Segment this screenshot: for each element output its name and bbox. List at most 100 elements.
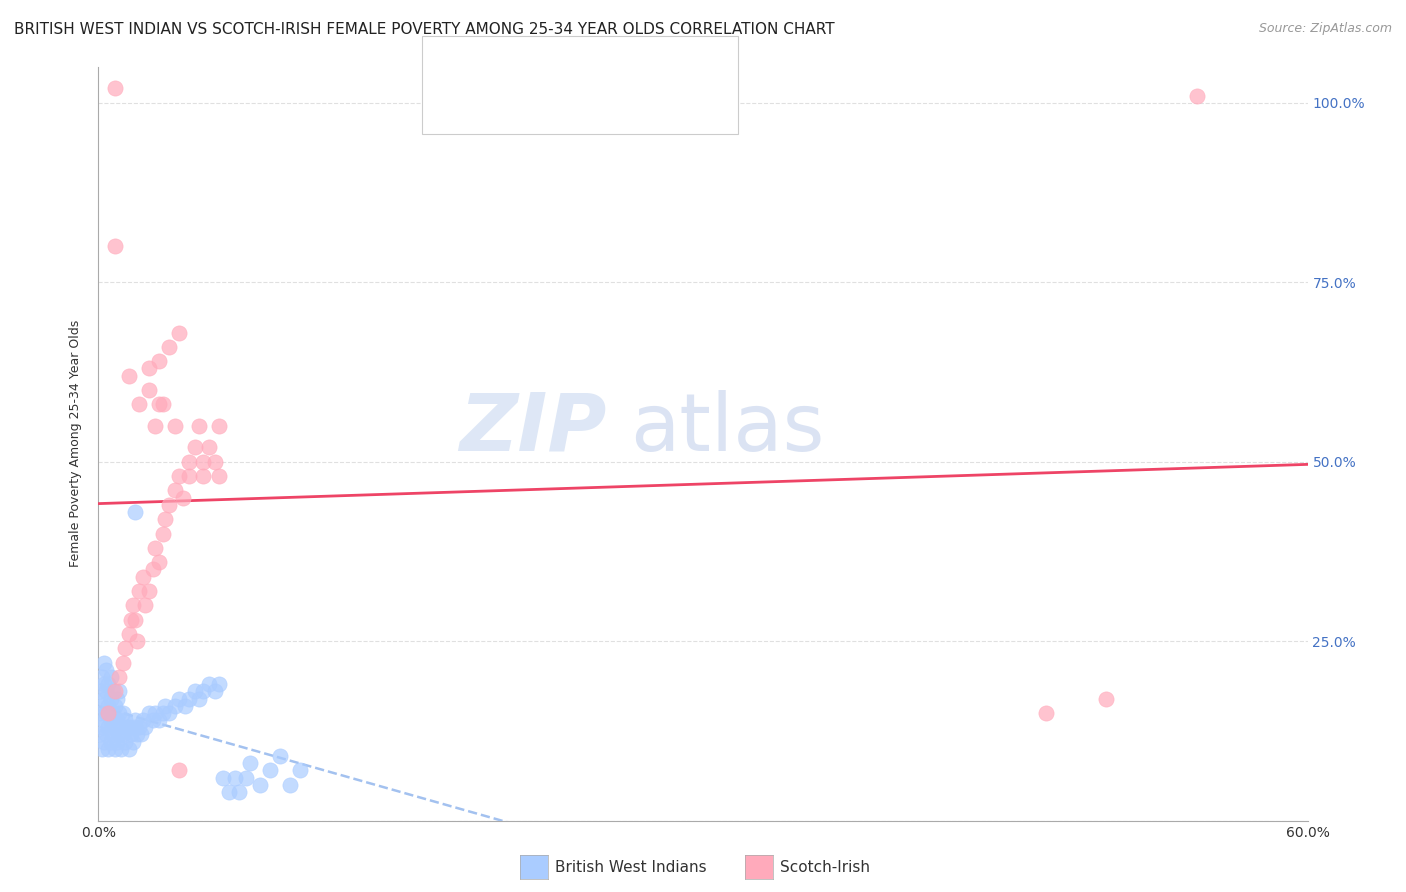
Point (239, 756, 262, 771)
Point (128, 720, 150, 734)
Point (152, 526, 174, 541)
Point (208, 469, 231, 483)
Point (96, 706, 118, 720)
Point (198, 677, 221, 691)
Text: R = 0.662   N = 50: R = 0.662 N = 50 (477, 97, 647, 115)
Point (105, 734, 128, 748)
Point (91, 698, 114, 713)
Point (204, 684, 226, 698)
Point (124, 720, 146, 734)
Text: Scotch-Irish: Scotch-Irish (780, 860, 870, 874)
Point (163, 418, 186, 433)
Point (152, 706, 174, 720)
Point (114, 734, 136, 748)
Point (184, 684, 207, 698)
Point (148, 713, 170, 727)
Point (163, 698, 186, 713)
Point (193, 469, 215, 483)
Point (1095, 691, 1118, 706)
Point (138, 583, 160, 598)
Point (167, 469, 190, 483)
Point (97, 706, 120, 720)
Point (142, 562, 165, 576)
Point (105, 713, 128, 727)
Point (142, 713, 165, 727)
Point (103, 720, 125, 734)
Text: British West Indians: British West Indians (555, 860, 707, 874)
Point (184, 441, 207, 455)
Point (179, 469, 201, 483)
Point (96, 727, 118, 741)
Point (115, 720, 138, 734)
Point (143, 541, 166, 555)
Point (101, 684, 124, 698)
Text: R = 0.063   N = 83: R = 0.063 N = 83 (477, 56, 647, 74)
Point (103, 81, 125, 95)
Point (1035, 706, 1057, 720)
Point (124, 613, 146, 627)
Point (134, 720, 156, 734)
Point (235, 771, 257, 785)
Point (97, 698, 120, 713)
Point (157, 498, 180, 512)
Point (167, 691, 190, 706)
Point (111, 706, 134, 720)
Point (89, 706, 111, 720)
Point (224, 771, 246, 785)
Text: atlas: atlas (630, 390, 825, 467)
Point (89, 684, 111, 698)
Point (172, 491, 194, 505)
Point (91, 720, 114, 734)
Point (101, 727, 124, 741)
Point (91, 670, 114, 684)
Point (174, 698, 197, 713)
Point (218, 785, 240, 799)
Point (93, 656, 115, 670)
Text: ZIP: ZIP (458, 390, 606, 467)
Point (228, 785, 250, 799)
Point (114, 641, 136, 656)
Point (153, 512, 176, 526)
Point (179, 455, 201, 469)
Point (129, 727, 152, 741)
Point (132, 713, 155, 727)
Point (204, 455, 226, 469)
Point (107, 727, 129, 741)
Point (208, 418, 231, 433)
Point (118, 368, 141, 383)
Point (198, 441, 221, 455)
Point (103, 239, 125, 253)
Point (128, 397, 150, 411)
Point (97, 677, 120, 691)
Point (125, 727, 148, 741)
Point (100, 734, 122, 748)
Point (148, 555, 170, 569)
Point (125, 634, 148, 648)
Point (148, 397, 170, 411)
Point (93, 691, 115, 706)
Point (124, 713, 146, 727)
Point (278, 778, 301, 792)
Point (91, 742, 114, 756)
Point (110, 742, 132, 756)
Point (107, 706, 129, 720)
Point (107, 684, 129, 698)
Point (128, 583, 150, 598)
Point (132, 569, 155, 583)
Point (124, 505, 146, 519)
Point (288, 764, 311, 778)
Point (157, 706, 180, 720)
Point (97, 742, 120, 756)
Point (167, 326, 190, 340)
Point (120, 613, 142, 627)
Point (212, 771, 235, 785)
Point (118, 742, 141, 756)
Point (269, 749, 291, 764)
Point (179, 691, 201, 706)
Point (110, 720, 132, 734)
Point (121, 599, 143, 613)
Point (193, 455, 215, 469)
Point (259, 764, 281, 778)
Point (167, 764, 190, 778)
Point (118, 627, 141, 641)
